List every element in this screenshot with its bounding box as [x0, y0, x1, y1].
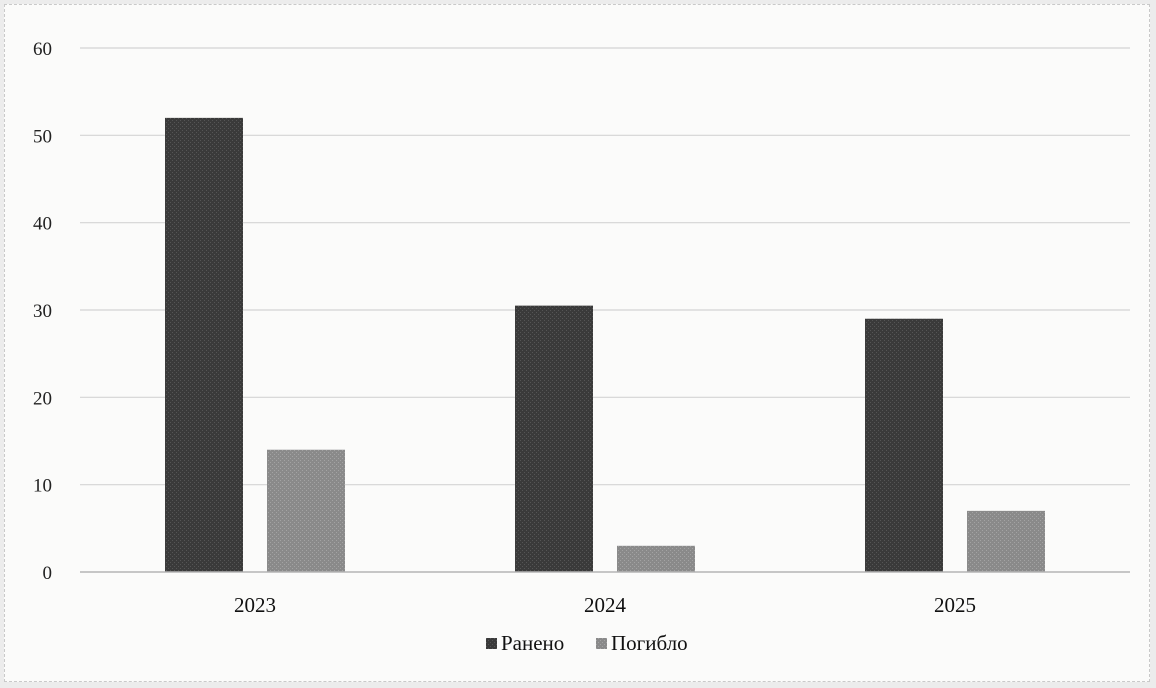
y-tick-label: 10 [33, 476, 52, 497]
bars [165, 117, 1045, 572]
y-tick-label: 20 [33, 388, 52, 409]
legend-swatch [596, 638, 607, 649]
y-tick-label: 40 [33, 214, 52, 235]
bar-pogiblo-2023 [267, 449, 345, 572]
legend-label: Ранено [501, 631, 564, 655]
x-tick-label: 2025 [934, 593, 976, 617]
gridlines [80, 47, 1130, 486]
x-tick-label: 2023 [234, 593, 276, 617]
y-tick-label: 30 [33, 301, 52, 322]
bar-pogiblo-2025 [967, 510, 1045, 572]
bar-raneno-2024 [515, 305, 593, 572]
x-axis: 2023 2024 2025 [80, 571, 1130, 617]
legend-swatch [486, 638, 497, 649]
x-tick-label: 2024 [584, 593, 627, 617]
y-tick-label: 60 [33, 39, 52, 60]
y-tick-label: 50 [33, 126, 52, 147]
bar-raneno-2025 [865, 318, 943, 572]
y-tick-label: 0 [43, 563, 53, 584]
bar-raneno-2023 [165, 117, 243, 572]
bar-pogiblo-2024 [617, 545, 695, 572]
legend-label: Погибло [611, 631, 688, 655]
y-axis: 0 10 20 30 40 50 60 [33, 39, 52, 584]
legend: Ранено Погибло [486, 631, 688, 655]
